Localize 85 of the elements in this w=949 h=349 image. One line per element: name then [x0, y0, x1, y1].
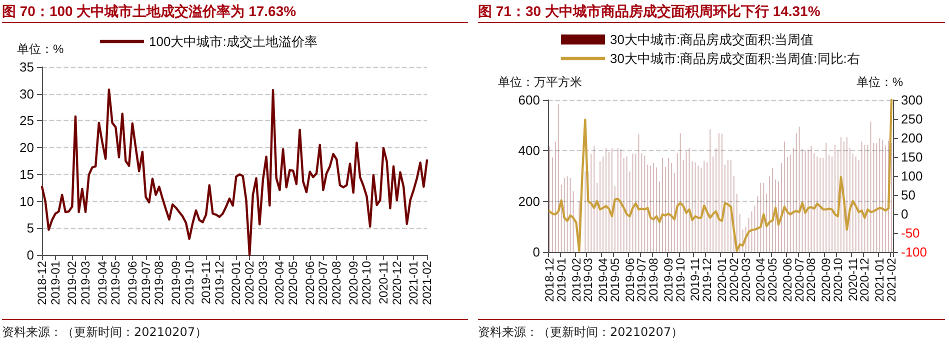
x-tick-label: 2020-07 [316, 260, 330, 306]
x-tick-label: 2020-09 [819, 258, 834, 302]
y2-tick-label: 300 [901, 92, 923, 108]
x-tick-label: 2019-09 [661, 258, 676, 302]
x-tick-label: 2020-01 [714, 258, 729, 302]
x-tick-label: 2020-08 [804, 258, 818, 302]
y-tick-label: 20 [20, 140, 34, 156]
x-tick-label: 2021-02 [420, 260, 434, 306]
x-tick-label: 2018-12 [35, 260, 49, 306]
x-tick-label: 2019-03 [581, 258, 596, 302]
y2-tick-label: 0 [901, 206, 908, 222]
x-tick-label: 2019-09 [168, 260, 183, 306]
y-tick-label: 0 [532, 244, 540, 260]
y-tick-label: 400 [518, 143, 540, 158]
text: 资料来源：（更新时间：20210207） [2, 319, 468, 348]
x-tick-label: 2020-01 [229, 260, 244, 306]
x-tick-label: 2019-04 [596, 258, 610, 302]
x-tick-label: 2019-07 [634, 258, 649, 302]
x-tick-label: 2020-12 [390, 260, 404, 306]
x-tick-label: 2021-01 [406, 260, 421, 306]
y-tick-label: 30 [20, 86, 34, 102]
x-tick-label: 2018-12 [542, 258, 556, 302]
y-tick-label: 200 [518, 194, 540, 209]
x-tick-label: 2019-08 [152, 260, 166, 306]
x-tick-label: 2019-12 [212, 260, 226, 306]
x-tick-label: 2019-10 [182, 260, 196, 306]
x-tick-label: 2020-02 [242, 260, 257, 306]
x-tick-label: 2020-07 [792, 258, 806, 302]
legend-label: 100大中城市:成交土地溢价率 [149, 34, 318, 49]
x-tick-label: 2019-03 [78, 260, 93, 306]
x-tick-label: 2020-05 [286, 260, 300, 306]
y2-tick-label: -100 [901, 244, 928, 260]
x-tick-label: 2020-06 [780, 258, 794, 302]
y-tick-label: 15 [20, 166, 34, 182]
y2-tick-label: 200 [901, 130, 923, 146]
legend-label: 30大中城市:商品房成交面积:当周值 [610, 32, 814, 47]
y2-tick-label: 50 [901, 188, 916, 202]
x-tick-label: 2019-05 [108, 260, 123, 306]
x-tick-label: 2019-06 [622, 258, 637, 302]
x-tick-label: 2019-04 [95, 260, 110, 306]
y2-tick-label: 100 [901, 168, 923, 184]
x-tick-label: 2021-01 [872, 258, 887, 302]
x-tick-label: 2019-07 [138, 260, 153, 306]
x-tick-label: 2019-06 [125, 260, 140, 306]
x-tick-label: 2019-02 [65, 260, 80, 306]
y-axis-title: 单位：% [17, 42, 64, 56]
x-tick-label: 2020-04 [272, 260, 287, 306]
x-tick-label: 2020-11 [846, 258, 860, 302]
x-tick-label: 2019-02 [569, 258, 584, 302]
x-tick-label: 2019-11 [199, 260, 214, 304]
chart-title: 图 71：30 大中城市商品房成交面积周环比下行 14.31% [478, 0, 945, 23]
x-tick-label: 2020-06 [302, 260, 317, 306]
x-tick-label: 2019-11 [688, 258, 702, 302]
x-tick-label: 2020-12 [858, 258, 872, 302]
y-tick-label: 0 [26, 248, 34, 262]
y2-axis-title: 单位：% [856, 75, 904, 89]
x-tick-label: 2019-08 [646, 258, 661, 302]
y2-tick-label: 250 [901, 112, 923, 126]
chart-title: 图 70：100 大中城市土地成交溢价率为 17.63% [2, 0, 468, 23]
x-tick-label: 2020-03 [738, 258, 753, 302]
x-tick-label: 2020-10 [830, 258, 845, 302]
x-tick-label: 2020-08 [330, 260, 344, 306]
y-axis-title: 单位：万平方米 [498, 75, 582, 89]
y2-tick-label: -50 [901, 226, 920, 240]
x-tick-label: 2020-10 [360, 260, 374, 306]
text: 资料来源：（更新时间：20210207） [478, 319, 945, 348]
y2-tick-label: 150 [901, 150, 923, 164]
y-tick-label: 10 [20, 194, 34, 209]
x-tick-label: 2019-05 [608, 258, 622, 302]
x-tick-label: 2020-05 [766, 258, 780, 302]
x-tick-label: 2020-04 [754, 258, 768, 302]
x-tick-label: 2020-11 [376, 260, 390, 304]
x-tick-label: 2019-01 [48, 260, 62, 306]
x-tick-label: 2020-09 [346, 260, 360, 306]
x-tick-label: 2020-02 [726, 258, 741, 302]
x-tick-label: 2020-03 [256, 260, 270, 306]
y-tick-label: 5 [26, 220, 34, 236]
y-tick-label: 600 [518, 92, 540, 108]
x-tick-label: 2019-12 [700, 258, 714, 302]
y-tick-label: 25 [20, 113, 34, 128]
x-tick-label: 2019-10 [673, 258, 688, 302]
legend-label: 30大中城市:商品房成交面积:当周值:同比:右 [610, 51, 860, 66]
x-tick-label: 2021-02 [884, 258, 899, 302]
y-tick-label: 35 [20, 60, 34, 74]
x-tick-label: 2019-01 [554, 258, 568, 302]
